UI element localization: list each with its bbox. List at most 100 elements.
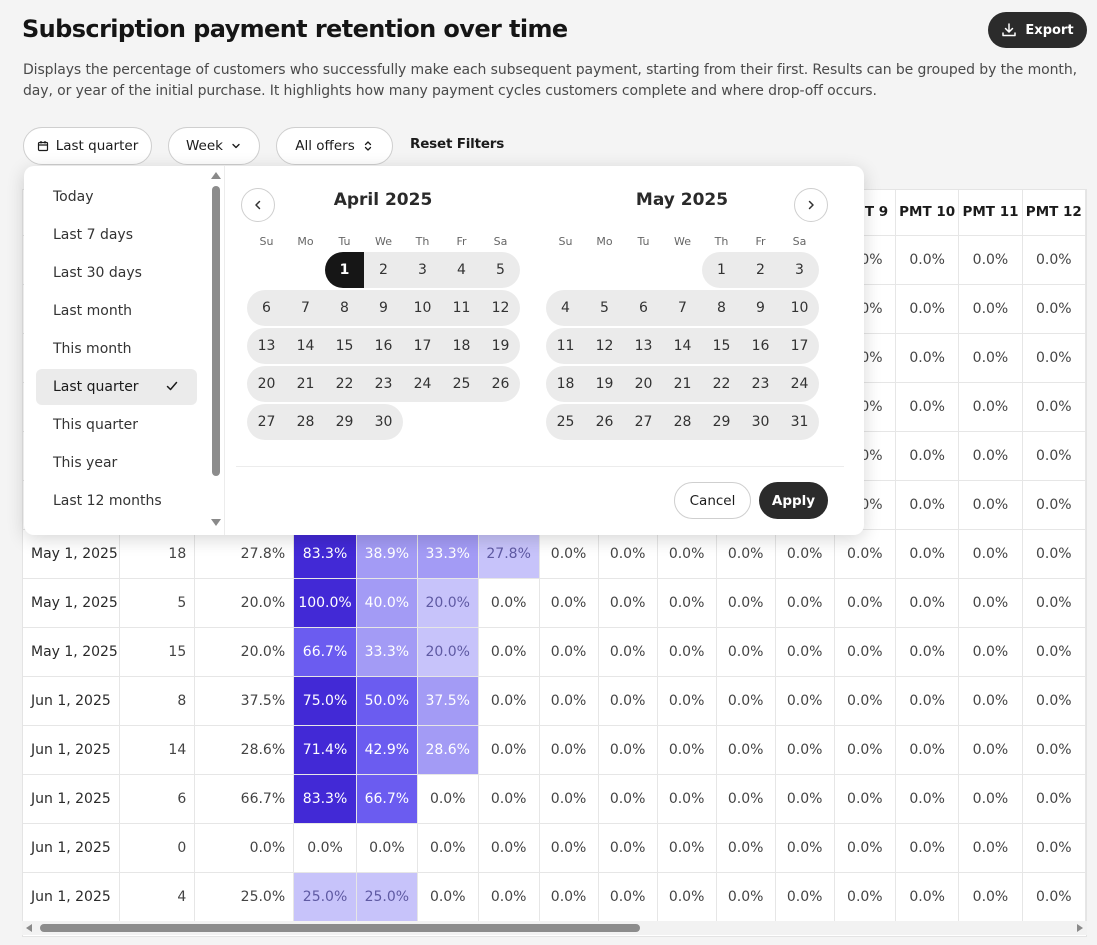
preset-scrollbar[interactable] <box>210 170 222 528</box>
retention-cell: 0.0% <box>657 872 717 922</box>
customer-count: 6 <box>119 774 196 824</box>
calendar-day[interactable]: 2 <box>741 252 780 288</box>
calendar-day[interactable]: 26 <box>481 366 520 402</box>
calendar-day[interactable]: 9 <box>364 290 403 326</box>
calendar-day[interactable]: 20 <box>624 366 663 402</box>
preset-option[interactable]: Today <box>36 179 197 215</box>
apply-button[interactable]: Apply <box>759 482 828 519</box>
export-button[interactable]: Export <box>988 12 1087 48</box>
calendar-day[interactable]: 13 <box>247 328 286 364</box>
retention-cell: 0.0% <box>958 676 1023 726</box>
calendar-day[interactable]: 1 <box>325 252 364 288</box>
calendar-day[interactable]: 6 <box>247 290 286 326</box>
calendar-day[interactable]: 16 <box>741 328 780 364</box>
calendar-day[interactable]: 11 <box>442 290 481 326</box>
preset-option[interactable]: Last 12 months <box>36 483 197 519</box>
calendar-day[interactable]: 12 <box>481 290 520 326</box>
calendar-day[interactable]: 18 <box>546 366 585 402</box>
calendar-day[interactable]: 17 <box>780 328 819 364</box>
calendar-day[interactable]: 11 <box>546 328 585 364</box>
calendar-day[interactable]: 25 <box>546 404 585 440</box>
calendar-day[interactable]: 16 <box>364 328 403 364</box>
preset-option[interactable]: Last month <box>36 293 197 329</box>
calendar-day[interactable]: 8 <box>325 290 364 326</box>
preset-option[interactable]: This month <box>36 331 197 367</box>
scroll-up-icon[interactable] <box>211 172 221 179</box>
calendar-day[interactable]: 18 <box>442 328 481 364</box>
calendar-day[interactable]: 10 <box>403 290 442 326</box>
calendar-day[interactable]: 21 <box>663 366 702 402</box>
date-range-filter[interactable]: Last quarter <box>23 127 152 165</box>
calendar-day[interactable]: 27 <box>247 404 286 440</box>
scroll-right-icon[interactable] <box>1077 924 1083 932</box>
calendar-day[interactable]: 30 <box>364 404 403 440</box>
offers-select[interactable]: All offers <box>276 127 393 165</box>
reset-filters-link[interactable]: Reset Filters <box>410 136 505 152</box>
grouping-select[interactable]: Week <box>168 127 260 165</box>
calendar-day[interactable]: 22 <box>702 366 741 402</box>
calendar-day[interactable]: 29 <box>325 404 364 440</box>
preset-option[interactable]: This quarter <box>36 407 197 443</box>
calendar-day[interactable]: 6 <box>624 290 663 326</box>
scrollbar-thumb[interactable] <box>212 186 220 476</box>
next-month-button[interactable] <box>794 188 828 222</box>
calendar-day[interactable]: 23 <box>364 366 403 402</box>
calendar-day[interactable]: 14 <box>286 328 325 364</box>
calendar-day[interactable]: 26 <box>585 404 624 440</box>
calendar-day[interactable]: 19 <box>481 328 520 364</box>
calendar-day[interactable]: 8 <box>702 290 741 326</box>
retention-cell: 0.0% <box>834 774 897 824</box>
page-title: Subscription payment retention over time <box>22 15 568 43</box>
calendar-day[interactable]: 19 <box>585 366 624 402</box>
scrollbar-thumb[interactable] <box>40 924 640 932</box>
preset-option[interactable]: This year <box>36 445 197 481</box>
calendar-day[interactable]: 5 <box>481 252 520 288</box>
calendar-day[interactable]: 9 <box>741 290 780 326</box>
preset-option[interactable]: Last quarter <box>36 369 197 405</box>
customer-count: 4 <box>119 872 196 922</box>
calendar-day[interactable]: 4 <box>546 290 585 326</box>
calendar-day[interactable]: 14 <box>663 328 702 364</box>
calendar-day[interactable]: 20 <box>247 366 286 402</box>
calendar-day[interactable]: 24 <box>780 366 819 402</box>
calendar-day[interactable]: 5 <box>585 290 624 326</box>
chevron-right-icon <box>808 200 814 210</box>
prev-month-button[interactable] <box>241 188 275 222</box>
scroll-down-icon[interactable] <box>211 519 221 526</box>
calendar-day[interactable]: 28 <box>663 404 702 440</box>
cancel-button[interactable]: Cancel <box>674 482 751 519</box>
retention-cell: 0.0% <box>716 627 776 677</box>
horizontal-scrollbar[interactable] <box>22 921 1087 935</box>
calendar-day[interactable]: 7 <box>663 290 702 326</box>
calendar-day[interactable]: 24 <box>403 366 442 402</box>
retention-cell: 0.0% <box>895 627 960 677</box>
calendar-day[interactable]: 13 <box>624 328 663 364</box>
retention-cell: 0.0% <box>417 823 479 873</box>
calendar-day[interactable]: 23 <box>741 366 780 402</box>
calendar-day[interactable]: 2 <box>364 252 403 288</box>
calendar-day[interactable]: 17 <box>403 328 442 364</box>
scroll-left-icon[interactable] <box>26 924 32 932</box>
calendar-day[interactable]: 27 <box>624 404 663 440</box>
calendar-day[interactable]: 25 <box>442 366 481 402</box>
calendar-day[interactable]: 1 <box>702 252 741 288</box>
calendar-day[interactable]: 15 <box>325 328 364 364</box>
calendar-day[interactable]: 21 <box>286 366 325 402</box>
calendar-day[interactable]: 7 <box>286 290 325 326</box>
calendar-day[interactable]: 22 <box>325 366 364 402</box>
preset-option[interactable]: Last 7 days <box>36 217 197 253</box>
calendar-day[interactable]: 31 <box>780 404 819 440</box>
preset-option[interactable]: Last 30 days <box>36 255 197 291</box>
retention-cell: 20.0% <box>194 627 295 677</box>
calendar-day[interactable]: 15 <box>702 328 741 364</box>
calendar-day[interactable]: 28 <box>286 404 325 440</box>
calendar-day[interactable]: 10 <box>780 290 819 326</box>
retention-cell: 0.0% <box>1022 578 1086 628</box>
calendar-day[interactable]: 29 <box>702 404 741 440</box>
calendar-day[interactable]: 3 <box>780 252 819 288</box>
retention-cell: 0.0% <box>1022 333 1086 383</box>
calendar-day[interactable]: 4 <box>442 252 481 288</box>
calendar-day[interactable]: 12 <box>585 328 624 364</box>
calendar-day[interactable]: 30 <box>741 404 780 440</box>
calendar-day[interactable]: 3 <box>403 252 442 288</box>
